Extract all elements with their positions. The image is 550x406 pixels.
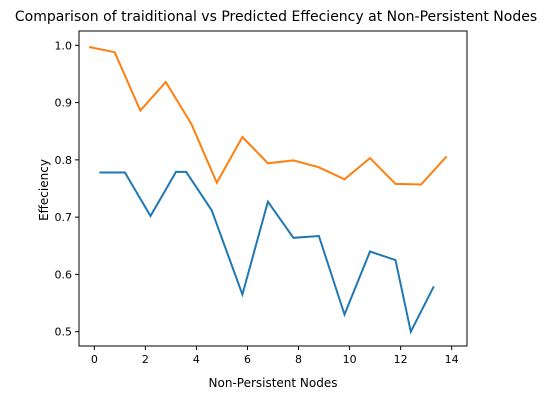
y-tick-label: 0.9 [55, 97, 73, 110]
x-axis-label: Non-Persistent Nodes [209, 376, 338, 390]
x-axis: 0 2 4 6 8 10 12 14 [91, 346, 459, 366]
orange-series-line [89, 46, 448, 186]
x-tick-label: 0 [91, 353, 98, 366]
x-tick-label: 12 [394, 353, 408, 366]
y-axis: 0.5 0.6 0.7 0.8 0.9 1.0 [55, 39, 79, 339]
y-tick-label: 1.0 [55, 39, 73, 52]
x-tick-label: 2 [142, 353, 149, 366]
x-tick-label: 8 [295, 353, 302, 366]
y-tick-label: 0.8 [55, 154, 73, 167]
y-tick-label: 0.5 [55, 326, 73, 339]
plot-frame [78, 30, 468, 347]
x-tick-label: 6 [244, 353, 251, 366]
y-tick-label: 0.6 [55, 268, 73, 281]
x-tick-label: 10 [343, 353, 357, 366]
x-tick-label: 4 [193, 353, 200, 366]
series-layer [89, 46, 448, 335]
blue-series-line [99, 170, 435, 335]
x-tick-label: 14 [445, 353, 459, 366]
chart-title: Comparison of traiditional vs Predicted … [15, 9, 537, 25]
y-tick-label: 0.7 [55, 211, 73, 224]
y-axis-label: Effeciency [37, 159, 51, 221]
